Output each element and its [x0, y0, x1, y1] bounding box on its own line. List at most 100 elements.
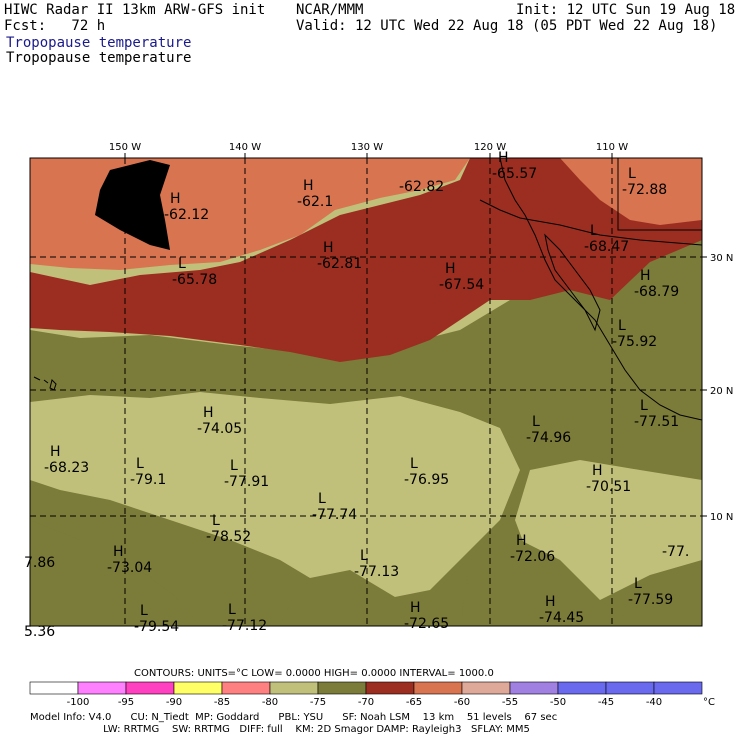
extremum-value: -79.54	[134, 619, 179, 635]
high-marker: H	[498, 150, 509, 166]
extremum-value: -78.52	[206, 529, 251, 545]
lat-labels: 30 N 20 N 10 N	[710, 253, 733, 523]
field-band-m60-m55	[95, 160, 170, 250]
colorbar-swatch	[125, 681, 175, 695]
center-name: NCAR/MMM	[296, 2, 364, 18]
extremum-value: -73.04	[107, 560, 152, 576]
extremum-value: -70.51	[586, 479, 631, 495]
lon-label: 140 W	[229, 142, 261, 153]
colorbar-swatch	[605, 681, 655, 695]
lat-label: 20 N	[710, 386, 733, 397]
coastline	[499, 158, 702, 421]
extremum-value: -77.	[662, 544, 689, 560]
state-border	[479, 199, 702, 246]
model-info-line1: Model Info: V4.0 CU: N_Tiedt MP: Goddard…	[30, 712, 558, 723]
high-marker: H	[516, 533, 527, 549]
extremum-value: -79.1	[130, 472, 166, 488]
high-marker: H	[445, 261, 456, 277]
extremum-value: 7.86	[24, 555, 55, 571]
colorbar-tick-label: -75	[310, 697, 326, 708]
low-marker: L	[618, 318, 626, 334]
colorbar-tick-label: -70	[358, 697, 374, 708]
extremum-value: -68.23	[44, 460, 89, 476]
valid-time: Valid: 12 UTC Wed 22 Aug 18 (05 PDT Wed …	[296, 18, 718, 34]
low-marker: L	[532, 414, 540, 430]
shaded-field	[30, 158, 702, 626]
extremum-value: -62.82	[399, 179, 444, 195]
extremum-value: 5.36	[24, 624, 55, 640]
high-marker: H	[203, 405, 214, 421]
low-marker: L	[178, 256, 186, 272]
colorbar-swatch	[317, 681, 367, 695]
extremum-value: -74.45	[539, 610, 584, 626]
low-marker: L	[136, 456, 144, 472]
colorbar-swatch	[77, 681, 127, 695]
extremum-value: -65.57	[492, 166, 537, 182]
high-marker: H	[592, 463, 603, 479]
colorbar-tick-label: -60	[454, 697, 470, 708]
forecast-hour: Fcst: 72 h	[4, 18, 106, 34]
extremum-value: -68.47	[584, 239, 629, 255]
colorbar-swatch	[365, 681, 415, 695]
colorbar-tick-label: -50	[550, 697, 566, 708]
low-marker: L	[228, 602, 236, 618]
extremum-value: -65.78	[172, 272, 217, 288]
colorbar-tick-label: -65	[406, 697, 422, 708]
extremum-value: -74.05	[197, 421, 242, 437]
state-border-box	[617, 158, 702, 231]
colorbar-tick-label: -45	[598, 697, 614, 708]
extremum-value: -75.92	[612, 334, 657, 350]
extremum-value: -77.12	[222, 618, 267, 634]
high-marker: H	[545, 594, 556, 610]
baja-california	[544, 233, 601, 332]
colorbar-swatch	[29, 681, 79, 695]
lon-label: 130 W	[351, 142, 383, 153]
low-marker: L	[590, 223, 598, 239]
extremum-value: -72.06	[510, 549, 555, 565]
extremum-value: -62.81	[317, 256, 362, 272]
colorbar-swatch	[461, 681, 511, 695]
field-title: Tropopause temperature	[6, 50, 192, 66]
low-marker: L	[318, 491, 326, 507]
high-marker: H	[170, 191, 181, 207]
hawaii-islands	[33, 376, 57, 391]
colorbar-swatch	[509, 681, 559, 695]
lon-label: 120 W	[474, 142, 506, 153]
model-title: HIWC Radar II 13km ARW-GFS init	[4, 2, 266, 18]
high-marker: H	[50, 444, 61, 460]
lat-label: 10 N	[710, 512, 733, 523]
high-marker: H	[410, 600, 421, 616]
colorbar-tick-label: -55	[502, 697, 518, 708]
low-marker: L	[640, 398, 648, 414]
colorbar-swatch	[221, 681, 271, 695]
lat-lon-grid	[30, 158, 702, 626]
lat-label: 30 N	[710, 253, 733, 264]
colorbar-tick-label: -90	[166, 697, 182, 708]
colorbar-tick-label: -95	[118, 697, 134, 708]
extremum-value: -62.12	[164, 207, 209, 223]
lon-label: 110 W	[596, 142, 628, 153]
extremum-value: -77.59	[628, 592, 673, 608]
extremum-value: -77.51	[634, 414, 679, 430]
extremum-value: -77.74	[312, 507, 357, 523]
field-band-m65-m70	[30, 158, 702, 362]
extremum-value: -77.91	[224, 474, 269, 490]
extremum-value: -67.54	[439, 277, 484, 293]
high-marker: H	[303, 178, 314, 194]
colorbar-tick-label: -85	[214, 697, 230, 708]
low-marker: L	[634, 576, 642, 592]
low-marker: L	[410, 456, 418, 472]
colorbar-swatch	[653, 681, 703, 695]
field-band-above-m65	[30, 158, 702, 270]
lon-ticks	[124, 153, 707, 517]
low-marker: L	[230, 458, 238, 474]
colorbar-swatch	[413, 681, 463, 695]
init-time: Init: 12 UTC Sun 19 Aug 18	[516, 2, 736, 18]
lon-label: 150 W	[109, 142, 141, 153]
map-frame	[29, 157, 703, 627]
colorbar-swatch	[557, 681, 607, 695]
extremum-value: -77.13	[354, 564, 399, 580]
colorbar: -100 -95 -90 -85 -80 -75 -70 -65 -60 -55 -50 -45 -40	[29, 681, 703, 708]
colorbar-tick-label: -80	[262, 697, 278, 708]
extremum-value: -74.96	[526, 430, 571, 446]
